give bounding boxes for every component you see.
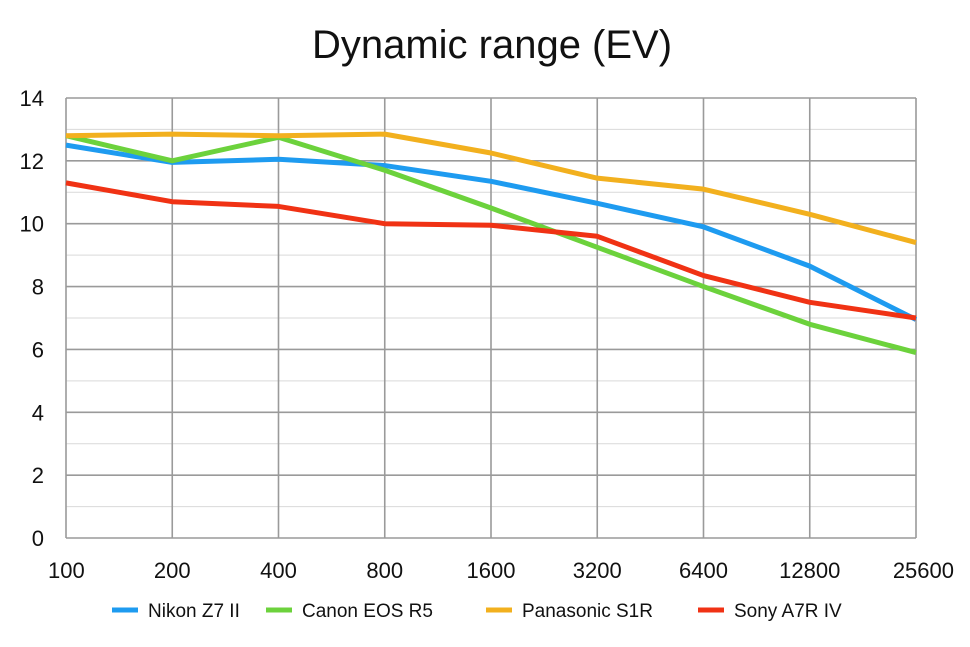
x-tick-label: 400 — [260, 558, 297, 583]
chart-title: Dynamic range (EV) — [312, 23, 672, 67]
x-tick-label: 100 — [48, 558, 85, 583]
y-tick-label: 6 — [32, 337, 44, 362]
x-tick-label: 1600 — [467, 558, 516, 583]
series-line-sony-a7r-iv — [65, 180, 917, 321]
series-line-panasonic-s1r — [65, 131, 917, 245]
x-tick-label: 25600 — [893, 558, 954, 583]
x-tick-label: 200 — [154, 558, 191, 583]
axis-labels: 0 2 4 6 8 10 12 14 100 200 400 800 1600 3200 6400 12800… — [20, 86, 954, 583]
series-layer — [65, 131, 918, 355]
legend-item: Nikon Z7 II — [112, 601, 240, 622]
x-tick-label: 3200 — [573, 558, 622, 583]
legend-label: Sony A7R IV — [734, 601, 842, 622]
x-tick-label: 12800 — [779, 558, 840, 583]
y-tick-label: 0 — [32, 526, 44, 551]
y-tick-label: 2 — [32, 463, 44, 488]
legend-item: Panasonic S1R — [486, 601, 653, 622]
y-tick-label: 4 — [32, 400, 44, 425]
x-tick-label: 6400 — [679, 558, 728, 583]
y-tick-label: 12 — [20, 149, 44, 174]
y-tick-label: 8 — [32, 275, 44, 300]
series-line-canon-eos-r5 — [65, 133, 917, 355]
legend-label: Nikon Z7 II — [148, 601, 240, 622]
legend-item: Sony A7R IV — [698, 601, 842, 622]
x-tick-label: 800 — [366, 558, 403, 583]
legend-label: Canon EOS R5 — [302, 601, 433, 622]
series-line-nikon-z7-ii — [65, 142, 918, 322]
y-tick-label: 14 — [20, 86, 44, 111]
y-tick-label: 10 — [20, 212, 44, 237]
legend-item: Canon EOS R5 — [266, 601, 433, 622]
legend-label: Panasonic S1R — [522, 601, 653, 622]
legend: Nikon Z7 II Canon EOS R5 Panasonic S1R Sony… — [112, 601, 842, 622]
